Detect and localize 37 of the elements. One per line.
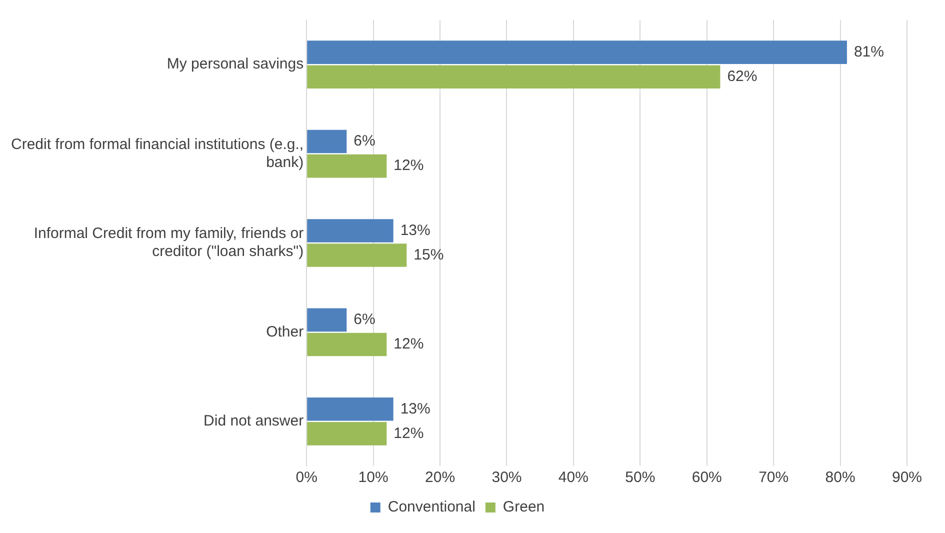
data-label: 81% bbox=[854, 43, 884, 60]
y-tick-label: Other bbox=[266, 323, 304, 340]
y-tick-label: My personal savings bbox=[166, 56, 304, 73]
data-label: 13% bbox=[400, 222, 430, 239]
bar bbox=[307, 244, 407, 267]
data-label: 62% bbox=[727, 68, 758, 86]
x-tick-label: 0% bbox=[296, 469, 318, 486]
bar bbox=[307, 40, 847, 64]
x-tick-label: 50% bbox=[625, 469, 656, 486]
data-label: 6% bbox=[354, 311, 376, 328]
x-tick-label: 30% bbox=[492, 469, 522, 486]
x-tick-label: 60% bbox=[692, 469, 722, 486]
bar bbox=[307, 397, 394, 421]
data-label: 12% bbox=[394, 157, 424, 174]
data-label: 12% bbox=[394, 424, 424, 442]
legend-label: Green bbox=[502, 498, 545, 516]
bar bbox=[307, 422, 387, 446]
y-tick-label: Credit from formal financial institutions (e.g., bank) bbox=[10, 136, 304, 171]
x-tick-label: 20% bbox=[425, 469, 456, 486]
x-tick-label: 90% bbox=[892, 469, 922, 486]
bar bbox=[307, 219, 394, 242]
y-tick-label: Informal Credit from my family, friends or creditor ("loan sharks") bbox=[34, 225, 304, 260]
x-tick-label: 70% bbox=[758, 469, 789, 486]
x-tick-label: 80% bbox=[825, 469, 856, 486]
x-tick-label: 40% bbox=[558, 469, 588, 486]
bar bbox=[307, 308, 347, 332]
x-tick-label: 10% bbox=[358, 469, 388, 486]
y-tick-label: Did not answer bbox=[204, 412, 304, 430]
bar bbox=[307, 154, 387, 178]
data-label: 13% bbox=[400, 400, 430, 418]
data-label: 6% bbox=[354, 132, 376, 150]
bar bbox=[307, 332, 387, 356]
bar bbox=[307, 65, 720, 89]
bar bbox=[307, 130, 347, 154]
data-label: 12% bbox=[394, 336, 424, 353]
data-label: 15% bbox=[414, 246, 444, 264]
legend-label: Conventional bbox=[388, 498, 476, 516]
